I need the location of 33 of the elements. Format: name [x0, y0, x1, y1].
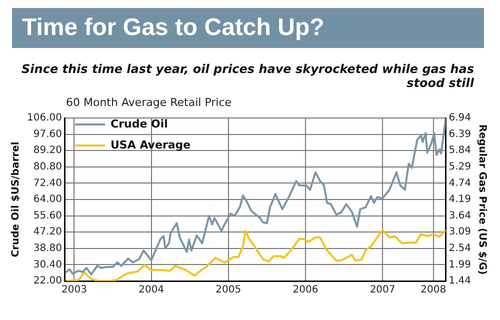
y-tick-label: 97.60	[33, 128, 62, 140]
x-tick-label: 2006	[292, 284, 318, 296]
y2-tick-label: 4.19	[448, 194, 471, 206]
y-tick-label: 55.60	[33, 210, 62, 222]
y-tick-label: 38.80	[33, 242, 62, 254]
x-tick-label: 2005	[216, 284, 242, 296]
x-tick-label: 2007	[370, 284, 396, 296]
y2-tick-label: 5.29	[448, 161, 471, 172]
y-tick-label: 72.40	[33, 178, 62, 189]
y2-tick-label: 5.84	[448, 145, 471, 156]
y-tick-label: 64.00	[33, 194, 62, 206]
text: 60 Month Average Retail Price	[66, 96, 233, 109]
y2-tick-label: 6.94	[448, 112, 471, 124]
chart-subtitle: Since this time last year, oil prices have skyrocketed while gas has stood still	[20, 62, 474, 90]
y2-axis-title: Regular Gas Price (US $/G)	[476, 124, 488, 275]
y2-tick-label: 2.54	[448, 242, 471, 254]
y2-tick-label: 1.44	[448, 276, 471, 287]
y-tick-label: 80.80	[33, 161, 62, 172]
y-tick-label: 47.20	[33, 226, 62, 238]
y-axis-title: Crude Oil $US/barrel	[10, 142, 22, 258]
x-tick-label: 2003	[62, 284, 87, 296]
x-tick-label: 2008	[420, 284, 446, 296]
y2-tick-label: 3.64	[448, 210, 471, 222]
y2-tick-label: 6.39	[448, 128, 471, 140]
y2-tick-label: 3.09	[448, 226, 471, 238]
y2-tick-label: 1.99	[448, 259, 471, 270]
y-tick-label: 30.40	[33, 259, 62, 270]
x-tick-label: 2004	[138, 284, 164, 296]
chart-title: Time for Gas to Catch Up?	[12, 8, 484, 48]
y-tick-label: 89.20	[33, 145, 62, 156]
y2-tick-label: 4.74	[448, 178, 471, 189]
y-tick-label: 106.00	[26, 112, 62, 124]
y-tick-label: 22.00	[33, 276, 62, 287]
